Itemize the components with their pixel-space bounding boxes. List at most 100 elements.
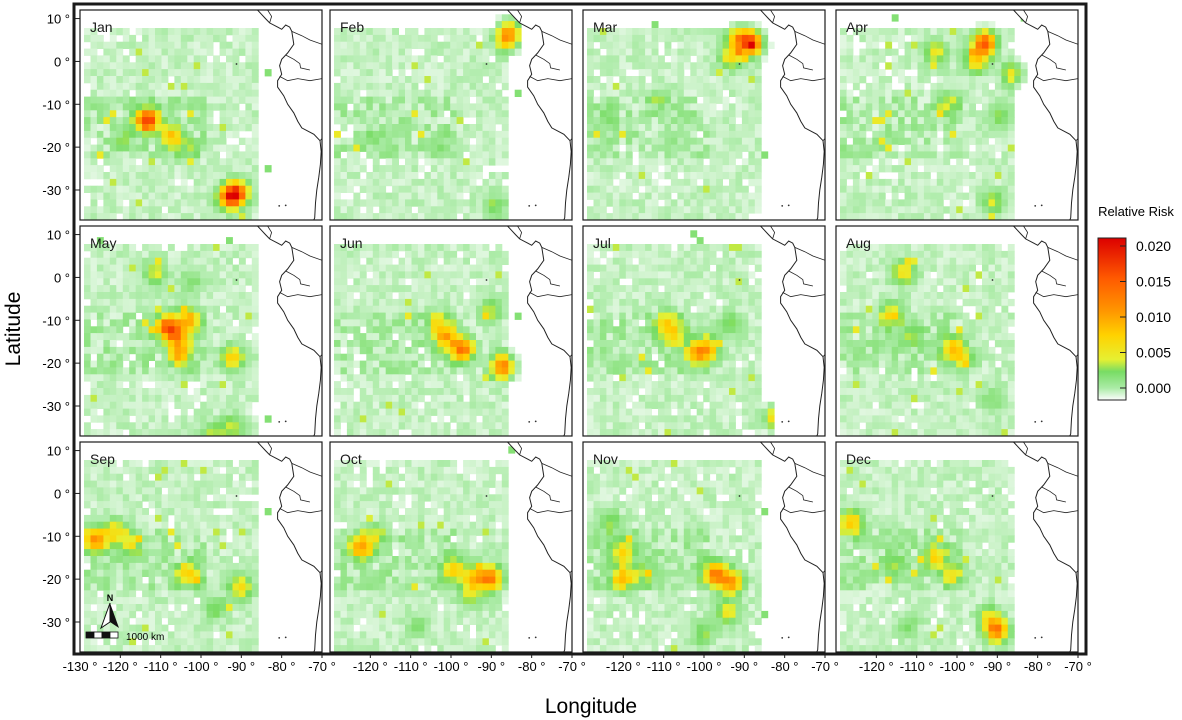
risk-cell [878, 124, 886, 132]
risk-cell [366, 192, 374, 200]
risk-cell [969, 41, 976, 49]
risk-cell [488, 292, 496, 300]
risk-cell [969, 151, 976, 159]
risk-cell [1007, 34, 1015, 43]
risk-cell [638, 353, 646, 361]
risk-cell [670, 206, 678, 214]
risk-cell [495, 250, 503, 259]
risk-cell [346, 312, 354, 320]
risk-cell [437, 130, 445, 139]
risk-cell [930, 213, 938, 220]
risk-cell [722, 199, 730, 207]
risk-cell [872, 165, 880, 173]
risk-cell [251, 124, 259, 132]
risk-cell [135, 151, 143, 159]
risk-cell [703, 137, 711, 145]
risk-cell [463, 415, 470, 423]
risk-cell [911, 192, 918, 200]
risk-cell [606, 89, 614, 97]
risk-cell [722, 172, 730, 180]
risk-cell [392, 374, 399, 382]
risk-cell [417, 305, 425, 313]
risk-cell [161, 41, 169, 49]
risk-cell [334, 48, 341, 56]
risk-cell [155, 319, 162, 327]
risk-cell [366, 250, 374, 259]
risk-cell [469, 408, 477, 416]
risk-cell [167, 257, 175, 265]
risk-cell [109, 271, 117, 279]
risk-cell [658, 374, 665, 382]
risk-cell [904, 48, 912, 56]
risk-cell [482, 55, 490, 63]
risk-cell [994, 158, 1002, 166]
risk-cell [988, 117, 996, 125]
risk-cell [956, 96, 964, 104]
risk-cell [96, 388, 104, 396]
risk-cell [703, 244, 711, 252]
risk-cell [200, 374, 208, 382]
risk-cell [638, 401, 646, 409]
risk-cell [696, 110, 704, 118]
risk-cell [340, 333, 348, 341]
risk-cell [385, 408, 393, 416]
risk-cell [206, 144, 214, 152]
risk-cell [962, 110, 970, 118]
risk-cell [593, 394, 601, 403]
risk-cell [155, 82, 162, 91]
risk-cell [84, 165, 91, 173]
risk-cell [670, 144, 678, 152]
risk-cell [411, 394, 419, 403]
risk-cell [437, 353, 445, 361]
risk-cell [722, 117, 730, 125]
risk-cell [463, 264, 470, 272]
risk-cell [142, 312, 149, 320]
risk-cell [148, 137, 156, 145]
risk-cell [238, 394, 246, 403]
risk-cell [677, 178, 685, 187]
risk-cell [587, 408, 594, 416]
risk-cell [417, 144, 425, 152]
risk-cell [898, 199, 905, 207]
risk-cell [658, 34, 665, 43]
risk-cell [735, 55, 743, 63]
risk-cell [109, 408, 117, 416]
risk-cell [923, 76, 931, 84]
risk-cell [741, 82, 749, 91]
risk-cell [482, 394, 490, 403]
risk-cell [200, 244, 208, 252]
risk-cell [193, 185, 201, 193]
risk-cell [878, 144, 886, 152]
risk-cell [372, 333, 380, 341]
risk-cell [911, 110, 918, 118]
risk-cell [155, 250, 162, 259]
risk-cell [872, 62, 880, 70]
risk-cell [501, 388, 509, 396]
risk-cell [109, 312, 117, 320]
risk-cell [587, 130, 594, 139]
risk-cell [878, 206, 886, 214]
risk-cell [174, 292, 182, 300]
risk-cell [84, 48, 91, 56]
risk-cell [245, 76, 253, 84]
risk-cell [180, 340, 188, 348]
risk-cell [664, 257, 672, 265]
risk-cell [251, 103, 259, 111]
risk-cell [476, 346, 483, 355]
risk-cell [353, 124, 361, 132]
risk-cell [994, 96, 1002, 104]
risk-cell [84, 69, 91, 77]
risk-cell [372, 257, 380, 265]
risk-cell [514, 353, 522, 361]
risk-cell [878, 130, 886, 139]
risk-cell [1007, 55, 1015, 63]
risk-cell [632, 103, 640, 111]
risk-cell [193, 213, 201, 220]
risk-cell [187, 305, 195, 313]
risk-cell [334, 353, 341, 361]
risk-cell [690, 62, 698, 70]
risk-cell [122, 110, 130, 118]
risk-cell [379, 312, 387, 320]
risk-cell [859, 96, 867, 104]
risk-cell [488, 110, 496, 118]
